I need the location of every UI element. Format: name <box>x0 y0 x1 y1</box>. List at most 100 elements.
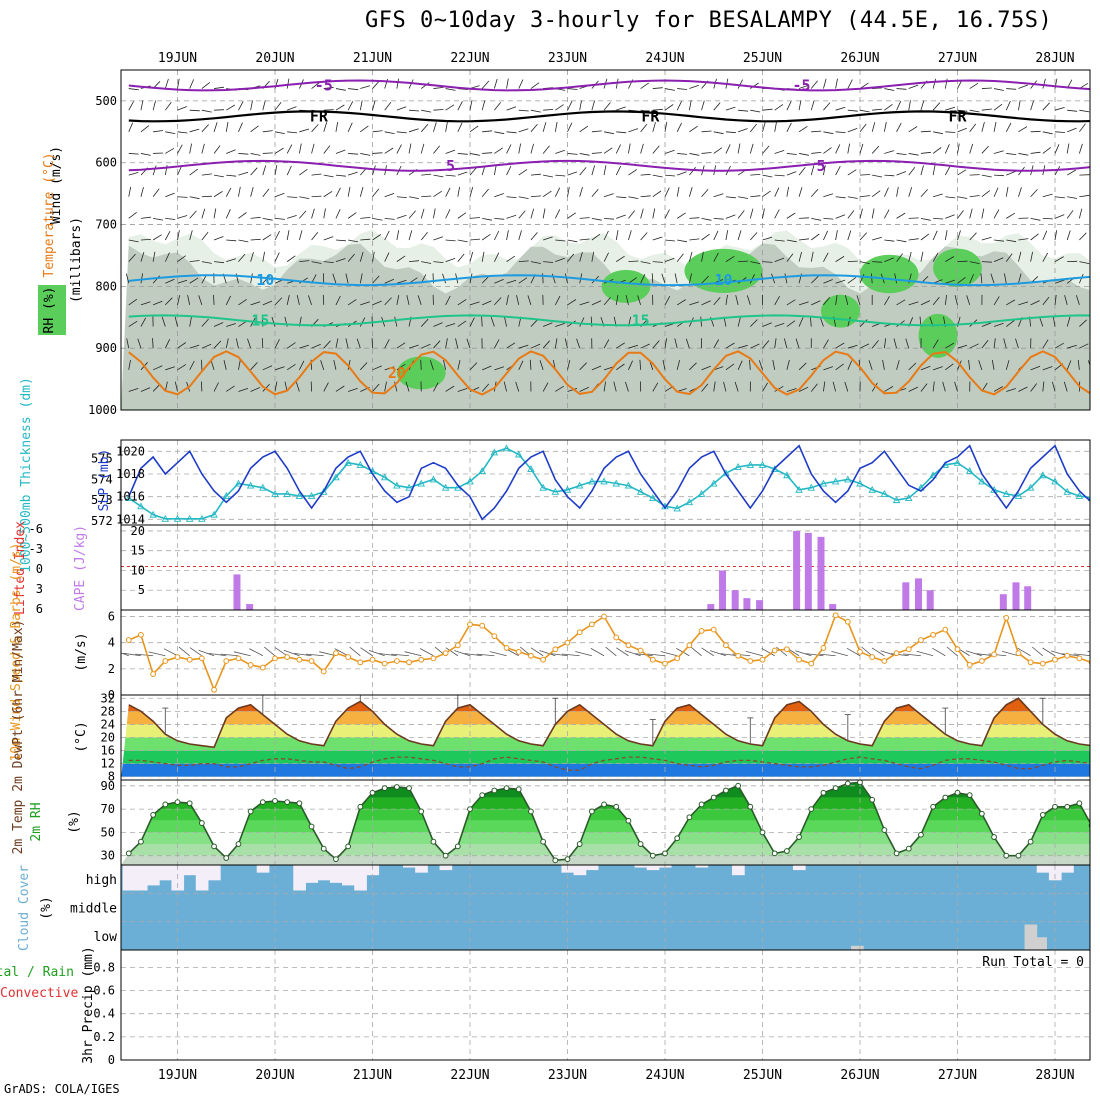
wind-barb <box>223 360 227 370</box>
wind-barb <box>700 316 702 327</box>
wind-barb <box>579 386 589 392</box>
temp-tick-label: 8 <box>108 770 115 784</box>
wind-barb <box>213 208 217 219</box>
wind-barb <box>737 143 741 154</box>
thickness-line-marker <box>198 514 206 522</box>
wind-barb <box>1067 127 1077 133</box>
bottom-date-label: 24JUN <box>645 1068 684 1083</box>
wind-barb <box>750 123 757 133</box>
wind-barb <box>238 186 241 197</box>
wind-barb <box>652 382 659 392</box>
rh-line-marker <box>747 803 754 810</box>
wind-barb <box>1092 175 1100 177</box>
wind-barb <box>615 230 619 241</box>
wind-unit-label: (m/s) <box>74 632 89 671</box>
surface-wind-barb <box>1031 646 1044 657</box>
wind-barb <box>1042 193 1053 198</box>
rh-line-marker <box>881 827 888 833</box>
wind-barb <box>555 239 566 242</box>
wind-barb <box>1018 386 1028 392</box>
wind-barb <box>689 125 698 133</box>
wind-barb <box>384 131 395 134</box>
cape-bar <box>1012 582 1020 610</box>
wind-barb <box>774 174 785 177</box>
wind-barb <box>262 275 270 284</box>
wind-barb <box>152 338 154 349</box>
wind-speed-line-marker <box>796 656 802 663</box>
wind-barb <box>774 323 785 327</box>
wind-barb <box>786 101 792 111</box>
surface-wind-barb <box>605 646 617 657</box>
wind-barb <box>957 169 967 176</box>
wind-barb <box>335 209 341 219</box>
wind-barb <box>408 344 419 349</box>
wind-barb <box>603 381 606 392</box>
wind-barb <box>359 317 366 327</box>
wind-barb <box>738 196 749 199</box>
wind-barb <box>798 301 809 306</box>
wind-barb <box>482 300 492 306</box>
wind-barb <box>1042 366 1053 371</box>
wind-barb <box>274 165 278 176</box>
wind-barb <box>1018 238 1029 241</box>
wind-barb <box>640 343 650 349</box>
lifted-index-tick-label: -6 <box>29 522 43 536</box>
surface-wind-barb <box>903 653 921 657</box>
lifted-index-tick-label: 0 <box>36 562 43 576</box>
wind-barb <box>359 186 364 197</box>
wind-barb <box>174 316 178 327</box>
wind-barb <box>396 78 399 89</box>
wind-barb <box>210 360 215 370</box>
thickness-line-marker <box>929 471 937 479</box>
isotherm-label: 15 <box>251 311 269 329</box>
wind-barb <box>786 359 790 370</box>
rh-line-marker <box>540 838 547 845</box>
wind-barb <box>174 381 178 392</box>
wind-barb <box>409 260 420 263</box>
wind-barb <box>810 251 814 262</box>
wind-barb <box>628 210 636 219</box>
wind-barb <box>238 253 246 262</box>
wind-barb <box>969 273 974 284</box>
wind-barb <box>201 261 212 264</box>
wind-barb <box>932 230 938 241</box>
bottom-date-label: 20JUN <box>255 1068 294 1083</box>
isotherm-20 <box>128 350 1090 396</box>
wind-barb <box>250 273 253 284</box>
precip-axis-label: 3hr Precip (mm) <box>81 946 96 1063</box>
wind-barb <box>274 366 285 371</box>
wind-barb <box>835 214 846 219</box>
pressure-tick-label: 700 <box>95 218 117 232</box>
wind-barb <box>981 87 992 89</box>
slp-tick-label: 1018 <box>116 467 145 481</box>
thickness-line-marker <box>283 489 291 497</box>
thickness-line-marker <box>649 494 657 501</box>
wind-barb <box>469 153 480 156</box>
wind-barb <box>847 109 858 112</box>
cloud-high-bar <box>402 865 416 868</box>
wind-barb <box>847 360 853 370</box>
cape-bar <box>829 604 837 610</box>
wind-barb <box>567 88 578 90</box>
thickness-line-marker <box>234 479 243 487</box>
wind-barb <box>847 316 851 327</box>
wind-barb <box>1092 209 1094 219</box>
surface-wind-barb <box>709 650 727 657</box>
wind-barb <box>140 301 151 306</box>
wind-barb <box>859 123 867 133</box>
wind-barb <box>554 295 561 306</box>
wind-barb <box>701 233 710 241</box>
wind-barb <box>250 387 260 392</box>
wind-barb <box>908 386 918 392</box>
cloud-unit-label: (%) <box>39 896 54 919</box>
thickness-line-marker <box>149 510 157 518</box>
thickness-line-marker <box>490 448 499 456</box>
rh-tick-label: 90 <box>101 779 115 793</box>
wind-barb <box>746 295 751 306</box>
wind-speed-line-marker <box>844 618 851 625</box>
wind-barb <box>798 100 802 111</box>
wind-barb <box>968 359 971 370</box>
cloud-high-bar <box>183 865 197 876</box>
wind-barb <box>786 320 796 327</box>
wind-barb <box>676 212 686 219</box>
